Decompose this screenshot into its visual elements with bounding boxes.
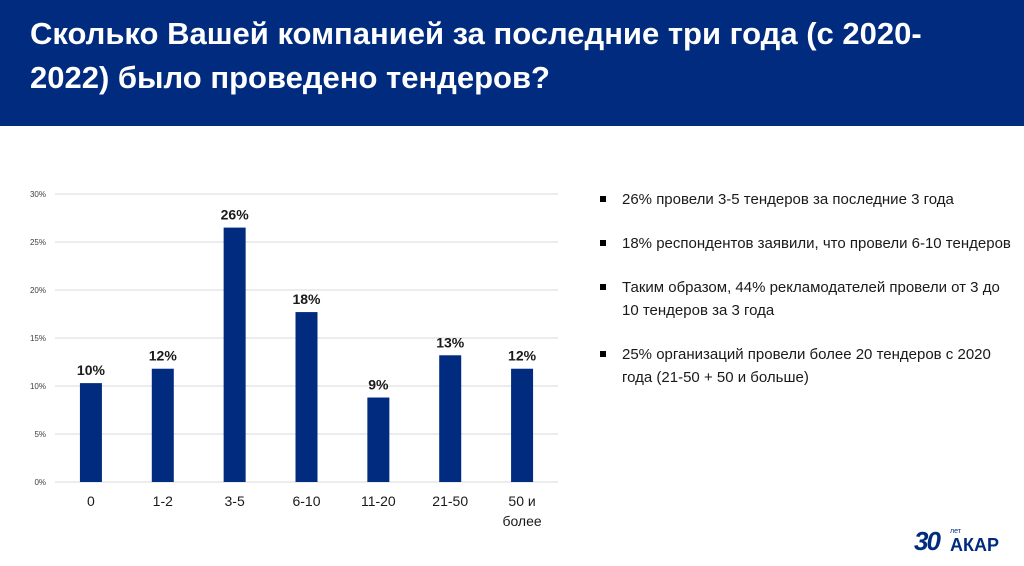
y-tick-label: 25% — [30, 238, 46, 247]
x-tick-label: 1-2 — [153, 493, 173, 509]
summary-item: 18% респондентов заявили, что провели 6-… — [596, 232, 1020, 255]
summary-item: 26% провели 3-5 тендеров за последние 3 … — [596, 188, 1020, 211]
akar-logo: 30 лет АКАР — [914, 526, 1006, 558]
summary-item-text: 18% респондентов заявили, что провели 6-… — [622, 235, 1011, 252]
bar-chart: 0% 5% 10% 15% 20% 25% 30% 10% 0 12% 1-2 26% 3-5 18% 6-… — [30, 190, 558, 529]
bar — [295, 312, 318, 482]
x-tick-label: 3-5 — [225, 493, 245, 509]
summary-item-text: 25% организаций провели более 20 тендеро… — [622, 346, 991, 386]
data-label: 9% — [368, 377, 389, 393]
data-label: 13% — [436, 334, 465, 350]
bar — [79, 383, 102, 482]
summary-list: 26% провели 3-5 тендеров за последние 3 … — [596, 188, 1020, 410]
bullet-icon — [600, 196, 606, 202]
y-tick-label: 30% — [30, 190, 46, 199]
page-title: Сколько Вашей компанией за последние три… — [30, 16, 922, 95]
logo-number: 30 — [914, 526, 941, 556]
bar — [223, 227, 246, 482]
x-tick-label: 50 и более — [502, 493, 541, 529]
summary-item-text: Таким образом, 44% рекламодателей провел… — [622, 279, 1000, 319]
data-label: 12% — [508, 348, 537, 364]
logo-years: лет — [950, 528, 961, 535]
bar — [511, 368, 534, 482]
data-label: 12% — [149, 348, 178, 364]
y-tick-label: 20% — [30, 286, 46, 295]
bar — [439, 355, 462, 482]
y-tick-label: 10% — [30, 382, 46, 391]
y-tick-label: 5% — [34, 430, 46, 439]
logo-name: АКАР — [950, 535, 999, 555]
x-tick-label: 21-50 — [432, 493, 468, 509]
y-tick-label: 15% — [30, 334, 46, 343]
bullet-icon — [600, 284, 606, 290]
x-tick-label: 6-10 — [292, 493, 320, 509]
header-banner: Сколько Вашей компанией за последние три… — [0, 0, 1024, 126]
x-tick-label: 0 — [87, 493, 95, 509]
data-label: 18% — [292, 291, 321, 307]
data-label: 26% — [221, 207, 250, 223]
summary-item: Таким образом, 44% рекламодателей провел… — [596, 276, 1020, 322]
bullet-icon — [600, 240, 606, 246]
x-tick-label: 11-20 — [361, 493, 396, 509]
data-label: 10% — [77, 362, 106, 378]
summary-item-text: 26% провели 3-5 тендеров за последние 3 … — [622, 191, 954, 208]
bar — [367, 397, 390, 482]
summary-item: 25% организаций провели более 20 тендеро… — [596, 343, 1020, 389]
bullet-icon — [600, 351, 606, 357]
bar — [151, 368, 174, 482]
y-tick-label: 0% — [34, 478, 46, 487]
